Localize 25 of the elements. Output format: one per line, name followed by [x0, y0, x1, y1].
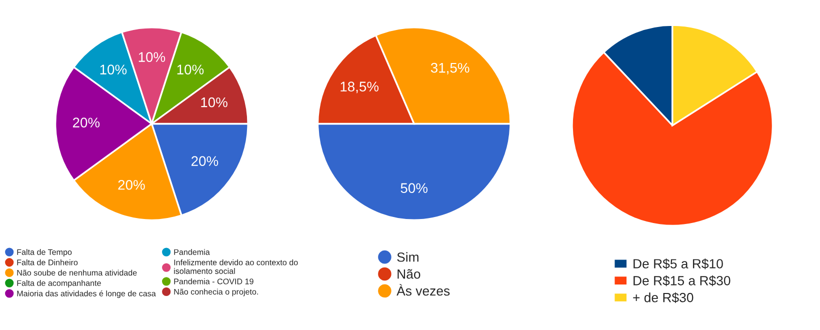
data-label: 50% — [400, 183, 428, 194]
legend-label: + de R$30 — [633, 292, 694, 304]
data-label: 20% — [192, 156, 218, 166]
legend-label: Falta de acompanhante — [17, 280, 101, 288]
legend-label: Não conhecia o projeto. — [174, 288, 258, 296]
legend-label: Sim — [397, 252, 418, 262]
data-label: 20% — [118, 180, 145, 190]
data-label: 18,5% — [340, 82, 379, 94]
legend-label: Falta de Dinheiro — [17, 259, 78, 266]
data-label: 10% — [138, 52, 166, 62]
legend-label: Não soube de nenhuma atividade — [17, 270, 137, 276]
legend-label: Às vezes — [396, 284, 450, 296]
legend-label: De R$5 a R$10 — [634, 258, 723, 270]
data-label: 10% — [201, 97, 228, 108]
data-label: 31,5% — [430, 62, 470, 74]
legend-label: Infelizmente devido ao contexto do isolamento social — [174, 259, 298, 274]
legend-label: Maioria das atividades é longe de casa — [17, 290, 156, 298]
data-label: 10% — [177, 64, 204, 74]
legend-label: De R$15 a R$30 — [634, 275, 730, 286]
legend-label: Não — [398, 269, 420, 279]
legend-label: Pandemia — [174, 249, 210, 255]
data-label: 20% — [72, 118, 100, 128]
data-label: 10% — [100, 64, 127, 74]
legend-label: Falta de Tempo — [17, 249, 72, 257]
legend-label: Pandemia - COVID 19 — [174, 278, 254, 284]
